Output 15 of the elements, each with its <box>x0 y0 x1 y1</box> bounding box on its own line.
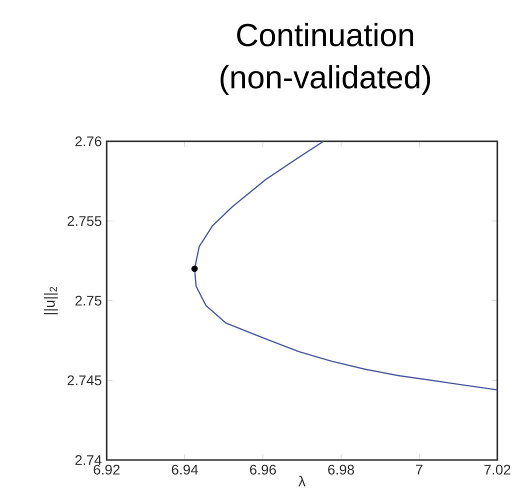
x-tick-label: 6.96 <box>250 464 276 475</box>
x-tick-label: 6.94 <box>172 464 198 475</box>
y-tick-label: 2.74 <box>75 455 102 465</box>
x-tick-label: 6.92 <box>94 464 120 475</box>
y-tick-label: 2.755 <box>68 216 102 226</box>
y-tick-label: 2.75 <box>75 296 102 306</box>
x-tick-label: 6.98 <box>328 464 354 475</box>
x-tick-label: 7 <box>416 464 422 474</box>
y-axis-title: ||u||$_{2}$ <box>44 286 58 314</box>
y-tick-label: 2.76 <box>75 136 102 146</box>
x-tick-label: 7.02 <box>484 464 510 475</box>
chart-subtitle: (non-validated) <box>220 65 430 95</box>
y-tick-label: 2.745 <box>68 375 102 386</box>
chart-title: Continuation <box>237 22 414 46</box>
x-axis-title: λ <box>298 476 306 486</box>
